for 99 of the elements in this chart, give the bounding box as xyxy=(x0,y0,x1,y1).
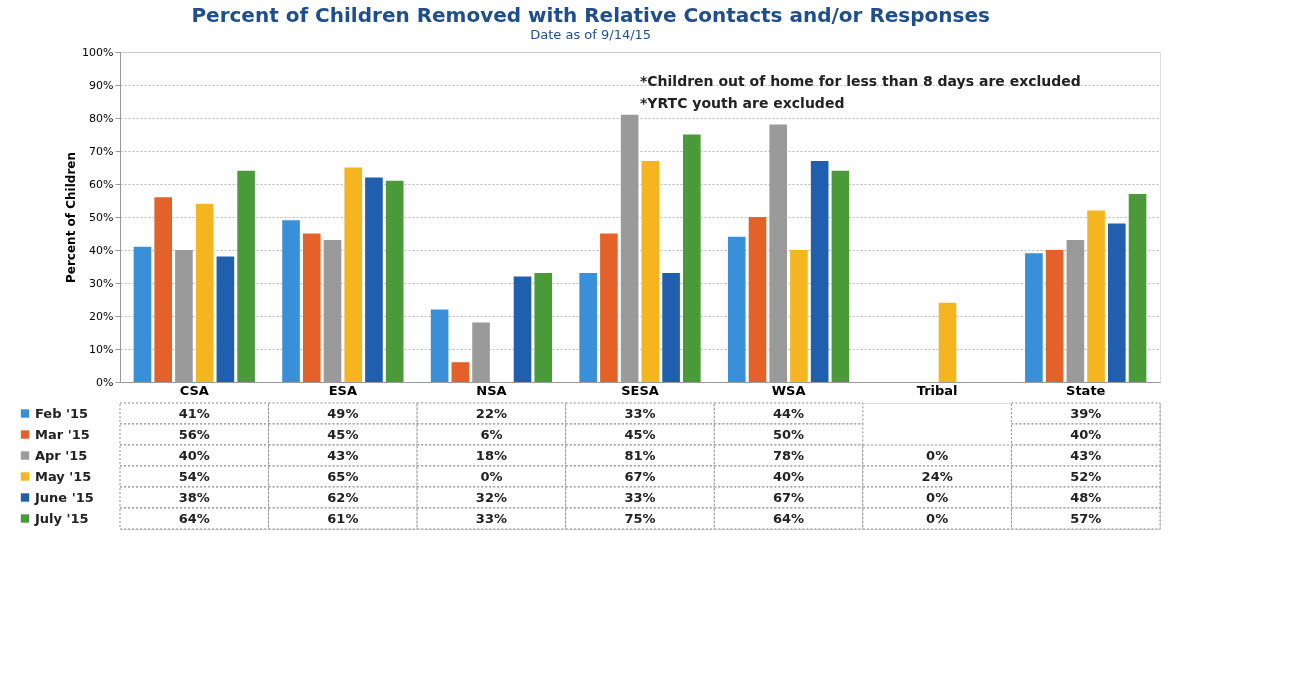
data-label: 54% xyxy=(178,468,210,484)
data-label: 57% xyxy=(1070,510,1102,526)
bar xyxy=(748,217,767,382)
legend-label: Feb '15 xyxy=(35,405,89,421)
data-label: 49% xyxy=(327,405,359,421)
legend-label: Mar '15 xyxy=(35,426,90,442)
data-label: 61% xyxy=(327,510,359,526)
y-tick-label: 0% xyxy=(96,375,114,389)
data-label: 62% xyxy=(327,489,359,505)
data-label: 22% xyxy=(475,405,507,421)
bar xyxy=(154,197,172,382)
data-label: 45% xyxy=(327,426,359,442)
data-label: 52% xyxy=(1070,468,1102,484)
bar xyxy=(790,250,808,382)
bar xyxy=(195,203,214,382)
x-tick-label: Tribal xyxy=(916,382,958,398)
data-label: 40% xyxy=(773,468,805,484)
x-tick-label: CSA xyxy=(179,382,209,398)
legend-label: May '15 xyxy=(35,468,92,484)
data-label: 0% xyxy=(926,489,949,505)
bar xyxy=(1045,250,1064,382)
legend-label: July '15 xyxy=(34,510,89,526)
data-label: 43% xyxy=(327,447,359,463)
bar xyxy=(727,236,746,382)
bar xyxy=(641,160,660,382)
data-label: 67% xyxy=(624,468,656,484)
annotation: *YRTC youth are excluded xyxy=(640,95,845,111)
bar xyxy=(534,273,553,382)
bar xyxy=(216,256,235,382)
data-label: 81% xyxy=(624,447,656,463)
chart-title: Percent of Children Removed with Relative Contacts and/or Responses xyxy=(191,2,990,27)
bar xyxy=(513,276,532,382)
y-tick-label: 50% xyxy=(89,210,114,224)
data-label: 41% xyxy=(178,405,210,421)
data-label: 33% xyxy=(624,489,656,505)
bar xyxy=(1087,210,1105,382)
bar xyxy=(430,309,449,382)
annotation: *Children out of home for less than 8 days are excluded xyxy=(640,73,1081,89)
data-label: 6% xyxy=(480,426,503,442)
data-label: 18% xyxy=(475,447,507,463)
data-label: 64% xyxy=(178,510,210,526)
bar xyxy=(1108,223,1126,382)
bar xyxy=(831,170,850,382)
y-tick-label: 20% xyxy=(89,309,114,323)
bar xyxy=(282,220,300,382)
bar xyxy=(133,246,152,382)
y-tick-label: 40% xyxy=(89,243,114,257)
bar xyxy=(662,273,680,382)
data-label: 43% xyxy=(1070,447,1102,463)
data-label: 24% xyxy=(921,468,953,484)
data-label: 78% xyxy=(773,447,805,463)
data-label: 64% xyxy=(773,510,805,526)
data-label: 56% xyxy=(178,426,210,442)
bar xyxy=(579,273,597,382)
data-label: 40% xyxy=(178,447,210,463)
y-tick-label: 70% xyxy=(89,144,114,158)
data-label: 45% xyxy=(624,426,656,442)
data-label: 0% xyxy=(926,447,949,463)
bar xyxy=(683,134,701,382)
x-tick-label: WSA xyxy=(771,382,806,398)
chart-subtitle: Date as of 9/14/15 xyxy=(530,26,652,42)
bar xyxy=(237,170,255,382)
bar xyxy=(365,177,383,382)
legend-label: June '15 xyxy=(34,489,94,505)
bar xyxy=(451,362,470,382)
data-label: 67% xyxy=(773,489,805,505)
bar xyxy=(810,160,829,382)
x-tick-label: NSA xyxy=(476,382,507,398)
y-tick-label: 90% xyxy=(89,78,114,92)
data-label: 0% xyxy=(926,510,949,526)
data-label: 44% xyxy=(773,405,805,421)
legend-label: Apr '15 xyxy=(35,447,88,463)
data-label: 33% xyxy=(624,405,656,421)
data-label: 40% xyxy=(1070,426,1102,442)
data-label: 38% xyxy=(178,489,210,505)
data-label: 33% xyxy=(475,510,507,526)
data-label: 75% xyxy=(624,510,656,526)
x-tick-label: State xyxy=(1066,382,1106,398)
y-tick-label: 10% xyxy=(89,342,114,356)
y-tick-label: 30% xyxy=(89,276,114,290)
bar xyxy=(600,233,618,382)
data-label: 50% xyxy=(773,426,805,442)
x-tick-label: ESA xyxy=(328,382,358,398)
data-label: 39% xyxy=(1070,405,1102,421)
y-tick-label: 60% xyxy=(89,177,114,191)
bar xyxy=(344,167,363,382)
data-label: 65% xyxy=(327,468,359,484)
data-label: 48% xyxy=(1070,489,1102,505)
bar xyxy=(302,233,321,382)
x-tick-label: SESA xyxy=(621,382,659,398)
bar xyxy=(938,302,957,382)
data-label: 0% xyxy=(480,468,503,484)
y-tick-label: 100% xyxy=(82,45,114,59)
y-axis-title: Percent of Children xyxy=(64,152,79,283)
y-tick-label: 80% xyxy=(89,111,114,125)
bar xyxy=(1128,193,1147,382)
bar xyxy=(1025,253,1043,382)
data-label: 32% xyxy=(475,489,507,505)
bar xyxy=(385,180,404,382)
